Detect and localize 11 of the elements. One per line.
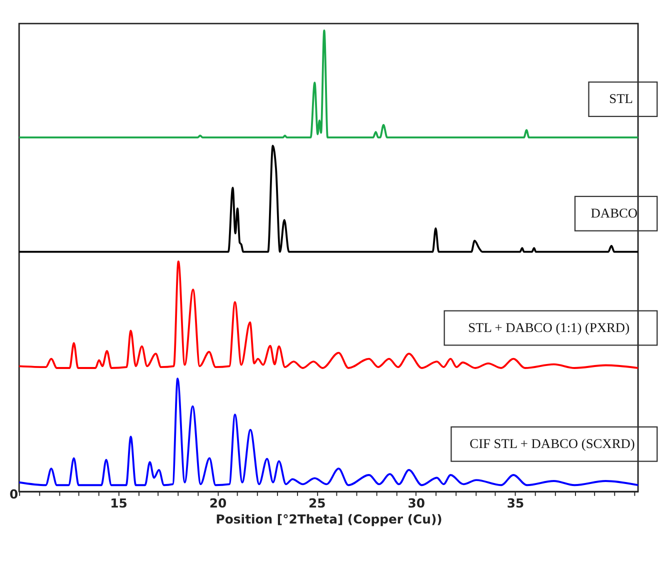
text: 0: [10, 486, 19, 502]
x-tick-label: 30: [408, 495, 426, 510]
text: STL + DABCO (1:1) (PXRD): [468, 320, 630, 335]
text: CIF STL + DABCO (SCXRD): [470, 436, 635, 451]
x-tick-label: 15: [110, 495, 128, 510]
x-tick-label: 20: [209, 495, 227, 510]
x-tick-label: 25: [308, 495, 326, 510]
x-axis-title: Position [°2Theta] (Copper (Cu)): [216, 512, 442, 527]
x-tick-label: 35: [506, 495, 524, 510]
text: DABCO: [590, 205, 638, 220]
text: STL: [609, 91, 633, 106]
